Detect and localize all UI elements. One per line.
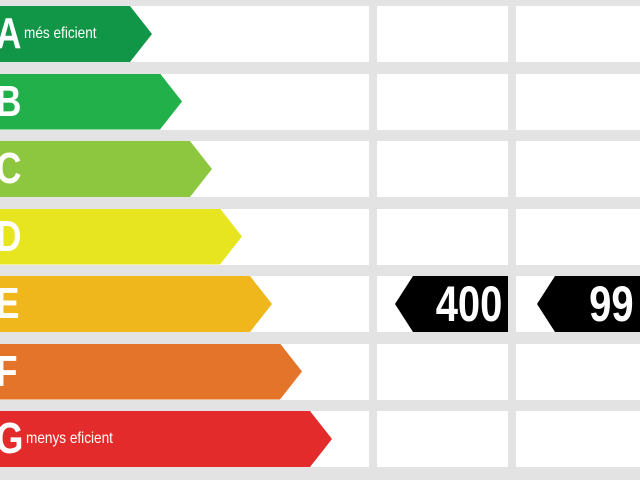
- cell-d-col3: [516, 208, 640, 265]
- rating-letter: D: [0, 212, 21, 262]
- cell-a-col2: [377, 6, 508, 62]
- indicator-tag-col2: 400: [395, 276, 508, 332]
- rating-letter: E: [0, 279, 19, 329]
- rating-arrow-c: C: [0, 141, 212, 197]
- indicator-value: 400: [435, 276, 502, 332]
- cell-f-col2: [377, 343, 508, 400]
- cell-g-col3: [516, 411, 640, 467]
- rating-arrow-b: B: [0, 73, 182, 130]
- cell-b-col2: [377, 73, 508, 130]
- rating-letter: C: [0, 144, 21, 194]
- rating-letter: G: [0, 414, 23, 464]
- rating-arrow-e: E: [0, 276, 272, 332]
- rating-arrow-a: Amés eficient: [0, 6, 152, 62]
- rating-letter: A: [0, 9, 21, 59]
- rating-arrow-g: Gmenys eficient: [0, 411, 332, 467]
- indicator-tag-col3: 99: [537, 276, 640, 332]
- cell-f-col3: [516, 343, 640, 400]
- rating-note: menys eficient: [26, 430, 114, 447]
- indicator-value: 99: [589, 276, 635, 332]
- cell-b-col3: [516, 73, 640, 130]
- cell-g-col2: [377, 411, 508, 467]
- cell-d-col2: [377, 208, 508, 265]
- cell-c-col3: [516, 141, 640, 197]
- rating-arrow-f: F: [0, 343, 302, 400]
- rating-letter: F: [0, 347, 18, 397]
- rating-letter: B: [0, 77, 21, 127]
- cell-c-col2: [377, 141, 508, 197]
- rating-note: més eficient: [23, 25, 97, 42]
- cell-a-col3: [516, 6, 640, 62]
- rating-arrow-d: D: [0, 208, 242, 265]
